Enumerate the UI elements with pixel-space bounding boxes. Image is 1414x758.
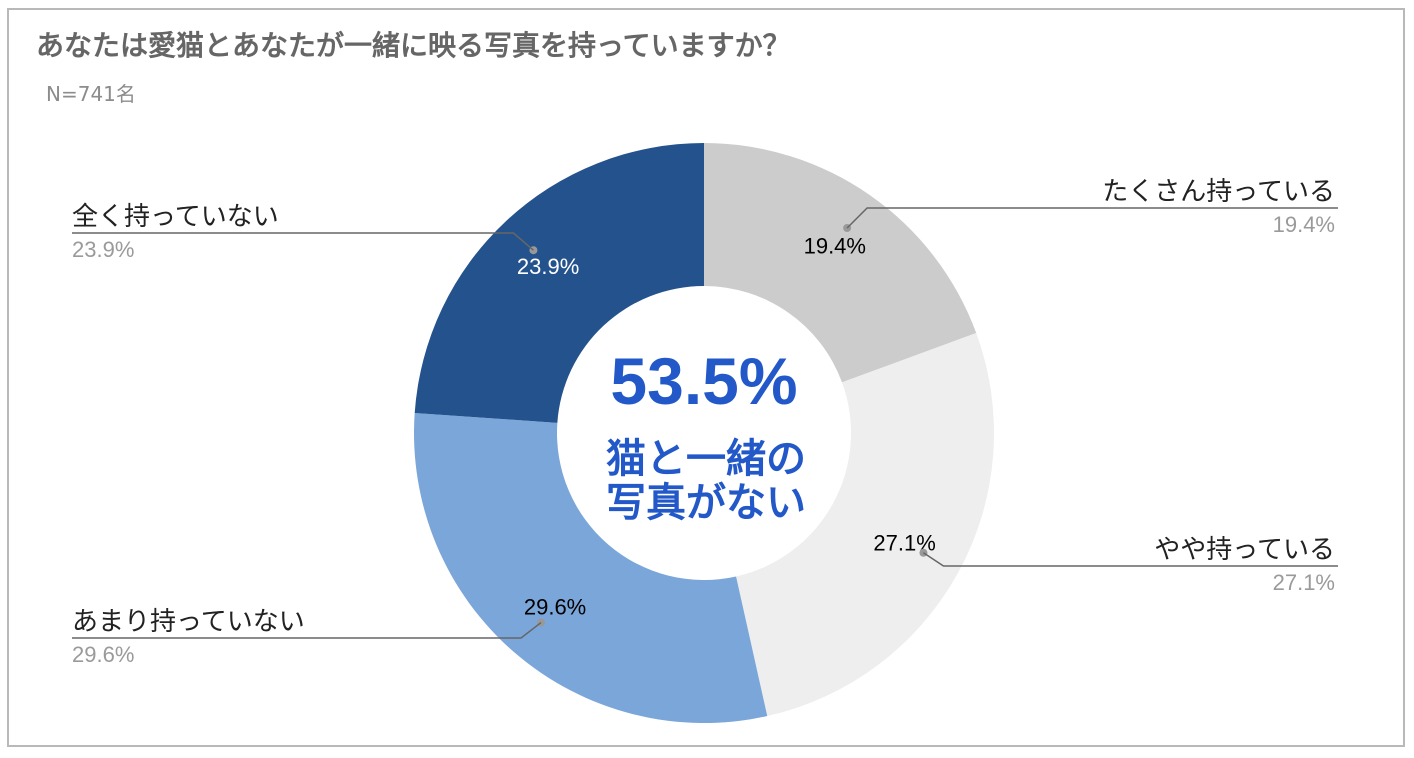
callout-category-label: あまり持っていない [72, 607, 305, 637]
sample-size-label: N=741名 [46, 82, 136, 106]
donut-slice [736, 333, 995, 717]
callout-line [72, 621, 542, 639]
callout-percent-label: 19.4% [1273, 212, 1335, 237]
callout-percent-label: 29.6% [72, 642, 134, 667]
callout-line [923, 552, 1338, 567]
donut-slice [414, 412, 768, 723]
donut-slice [704, 143, 977, 383]
center-line-1: 猫と一緒の [606, 436, 806, 482]
callout-percent-label: 27.1% [1273, 570, 1335, 595]
callout-line [846, 207, 1338, 229]
donut-slice [414, 143, 704, 423]
center-value: 53.5% [610, 344, 797, 418]
callout-category-label: たくさん持っている [1102, 177, 1335, 207]
center-line-2: 写真がない [606, 480, 806, 526]
center-annotation: 53.5% 猫と一緒の 写真がない [606, 344, 806, 526]
callout-category-label: やや持っている [1154, 535, 1335, 565]
callout-percent-label: 23.9% [72, 237, 134, 262]
donut-slices [414, 143, 995, 723]
callout-line [72, 232, 534, 251]
slice-value-label: 19.4% [804, 234, 866, 259]
callout-category-label: 全く持っていない [72, 202, 279, 232]
slice-value-label: 23.9% [517, 254, 579, 279]
chart-title: あなたは愛猫とあなたが一緒に映る写真を持っていますか？ [36, 29, 791, 62]
slice-callouts: たくさん持っている 19.4% やや持っている 27.1% あまり持っていない 29.6%… [72, 177, 1338, 667]
slice-value-label: 29.6% [524, 594, 586, 619]
